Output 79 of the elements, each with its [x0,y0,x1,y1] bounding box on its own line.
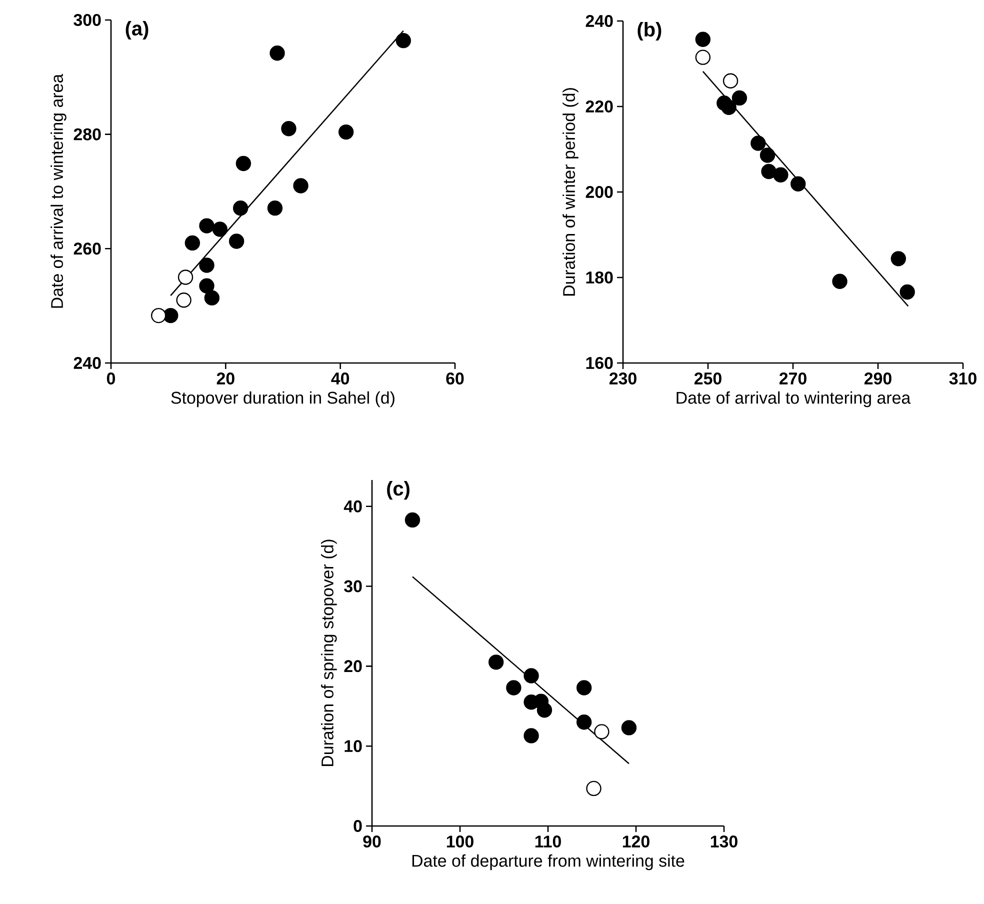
point [773,167,788,182]
point [536,702,552,718]
point [576,680,592,696]
point [732,90,748,106]
point [760,148,776,163]
point [721,100,736,115]
y-tick-label: 0 [354,820,362,832]
point [506,680,522,696]
point [790,176,806,192]
y-tick-label: 220 [586,100,613,112]
point [396,32,411,48]
x-tick-label: 60 [446,372,464,385]
point [586,780,602,796]
y-tick-label: 160 [586,356,613,369]
x-tick-label: 130 [710,836,738,848]
y-tick-label: 280 [74,128,101,140]
y-tick-label: 240 [586,15,613,27]
x-axis-title: Date of arrival to wintering area [676,391,911,408]
x-axis-title: Stopover duration in Sahel (d) [171,391,394,408]
point [184,235,200,251]
y-axis-title: Duration of spring stopover (d) [321,540,337,766]
point [338,124,354,140]
point [761,164,776,180]
x-tick-label: 110 [535,836,561,848]
chart-title: (c) [387,480,410,500]
point [695,32,711,47]
x-tick-label: 20 [216,372,234,385]
x-tick-label: 40 [331,372,350,385]
point [199,218,214,234]
point [900,284,915,300]
y-axis-title: Duration of winter period (d) [562,88,578,296]
point [281,121,296,136]
point [293,178,308,194]
point [695,50,711,65]
x-tick-label: 100 [446,836,474,848]
point [204,290,220,306]
point [228,234,244,249]
y-tick-label: 260 [74,242,101,255]
y-tick-label: 10 [344,740,362,752]
point [199,278,214,294]
chart-title: (b) [638,22,662,41]
y-tick-label: 180 [586,271,613,284]
y-tick-label: 240 [74,356,101,369]
x-tick-label: 90 [363,836,381,848]
y-axis-title: Date of arrival to wintering area [50,74,66,308]
y-tick-label: 40 [344,500,362,512]
point [267,200,283,216]
point [890,251,906,266]
x-axis-title: Date of departure from wintering site [412,854,684,870]
y-tick-label: 30 [344,580,362,592]
point [750,136,766,151]
x-tick-label: 0 [106,372,116,385]
y-tick-label: 20 [344,660,362,672]
point [270,46,285,61]
x-tick-label: 290 [864,372,892,385]
x-tick-label: 270 [779,372,806,385]
y-tick-label: 200 [586,186,613,198]
point [621,720,637,736]
point [176,292,192,308]
point [576,714,592,730]
point [524,728,539,744]
point [236,156,252,172]
x-tick-label: 250 [694,372,722,385]
point [150,308,166,324]
point [832,274,848,289]
x-tick-label: 120 [622,836,650,848]
x-tick-label: 230 [609,372,636,385]
point [488,654,504,670]
x-tick-label: 310 [949,372,976,385]
point [524,668,539,684]
point [232,200,248,216]
point [199,258,214,273]
point [178,270,194,285]
y-tick-label: 300 [74,14,101,26]
chart-title: (a) [126,20,148,40]
point [722,73,738,88]
point [212,222,228,237]
point [404,512,420,528]
point [594,724,610,740]
